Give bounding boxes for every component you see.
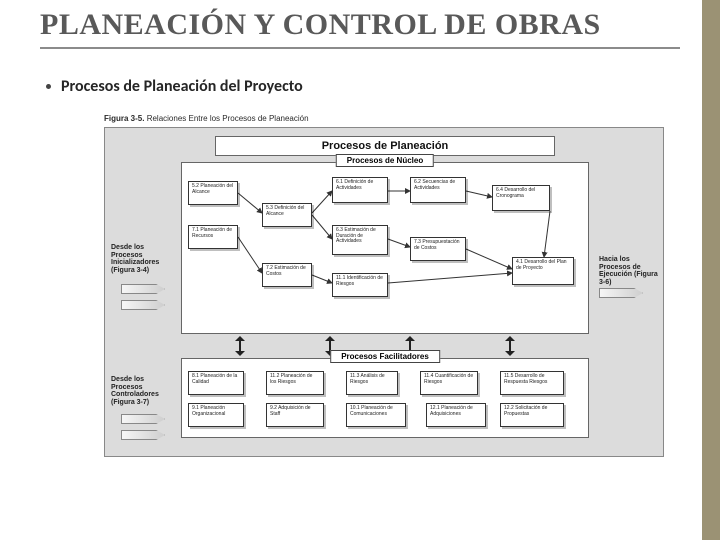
slide-content: PLANEACIÓN Y CONTROL DE OBRAS Procesos d… <box>0 0 720 457</box>
process-node: 6.1 Definición de Actividades <box>332 177 388 203</box>
process-node: 11.4 Cuantificación de Riesgos <box>420 371 478 395</box>
process-node: 6.3 Estimación de Duración de Actividade… <box>332 225 388 255</box>
diagram-title: Procesos de Planeación <box>215 136 555 156</box>
process-node: 10.1 Planeación de Comunicaciones <box>346 403 406 427</box>
core-processes-panel: Procesos de Núcleo 5.2 Planeación del Al… <box>181 162 589 334</box>
double-arrow-icon <box>505 336 515 356</box>
process-node: 11.3 Análisis de Riesgos <box>346 371 398 395</box>
bullet-dot-icon <box>46 84 51 89</box>
process-node: 9.2 Adquisición de Staff <box>266 403 324 427</box>
process-node: 6.2 Secuencias de Actividades <box>410 177 466 203</box>
process-node: 4.1 Desarrollo del Plan de Proyecto <box>512 257 574 285</box>
process-node: 7.1 Planeación de Recursos <box>188 225 238 249</box>
process-node: 11.1 Identificación de Riesgos <box>332 273 388 297</box>
bullet-text: Procesos de Planeación del Proyecto <box>61 77 303 96</box>
process-node: 8.1 Planeación de la Calidad <box>188 371 244 395</box>
process-node: 6.4 Desarrollo del Cronograma <box>492 185 550 211</box>
flow-arrow-icon <box>121 414 165 424</box>
flow-arrow-icon <box>121 430 165 440</box>
figure-caption-bold: Figura 3-5. <box>104 114 144 123</box>
process-node: 5.2 Planeación del Alcance <box>188 181 238 205</box>
facilitating-processes-header: Procesos Facilitadores <box>330 350 440 363</box>
process-node: 12.2 Solicitación de Propuestas <box>500 403 564 427</box>
flow-arrow-icon <box>121 300 165 310</box>
figure: Figura 3-5. Relaciones Entre los Proceso… <box>104 114 664 457</box>
slide-accent-bar <box>702 0 720 540</box>
page-title: PLANEACIÓN Y CONTROL DE OBRAS <box>40 8 680 49</box>
flow-arrow-icon <box>121 284 165 294</box>
double-arrow-icon <box>235 336 245 356</box>
flow-arrow-icon <box>599 288 643 298</box>
process-node: 11.2 Planeación de los Riesgos <box>266 371 324 395</box>
diagram-panel: Procesos de Planeación Desde los Proceso… <box>104 127 664 457</box>
process-node: 12.1 Planeación de Adquisiciones <box>426 403 486 427</box>
left-label-controlling: Desde los Procesos Controladores (Figura… <box>111 376 171 407</box>
process-node: 11.5 Desarrollo de Respuesta Riesgos <box>500 371 564 395</box>
figure-caption: Figura 3-5. Relaciones Entre los Proceso… <box>104 114 664 123</box>
process-node: 7.2 Estimación de Costos <box>262 263 312 287</box>
facilitating-processes-panel: Procesos Facilitadores 8.1 Planeación de… <box>181 358 589 438</box>
process-node: 9.1 Planeación Organizacional <box>188 403 244 427</box>
left-label-initiating: Desde los Procesos Inicializadores (Figu… <box>111 244 171 275</box>
right-label-executing: Hacia los Procesos de Ejecución (Figura … <box>599 256 659 287</box>
bullet-item: Procesos de Planeación del Proyecto <box>46 77 680 96</box>
figure-caption-text: Relaciones Entre los Procesos de Planeac… <box>147 114 309 123</box>
process-node: 7.3 Presupuestación de Costos <box>410 237 466 261</box>
core-processes-header: Procesos de Núcleo <box>336 154 434 167</box>
process-node: 5.3 Definición del Alcance <box>262 203 312 227</box>
